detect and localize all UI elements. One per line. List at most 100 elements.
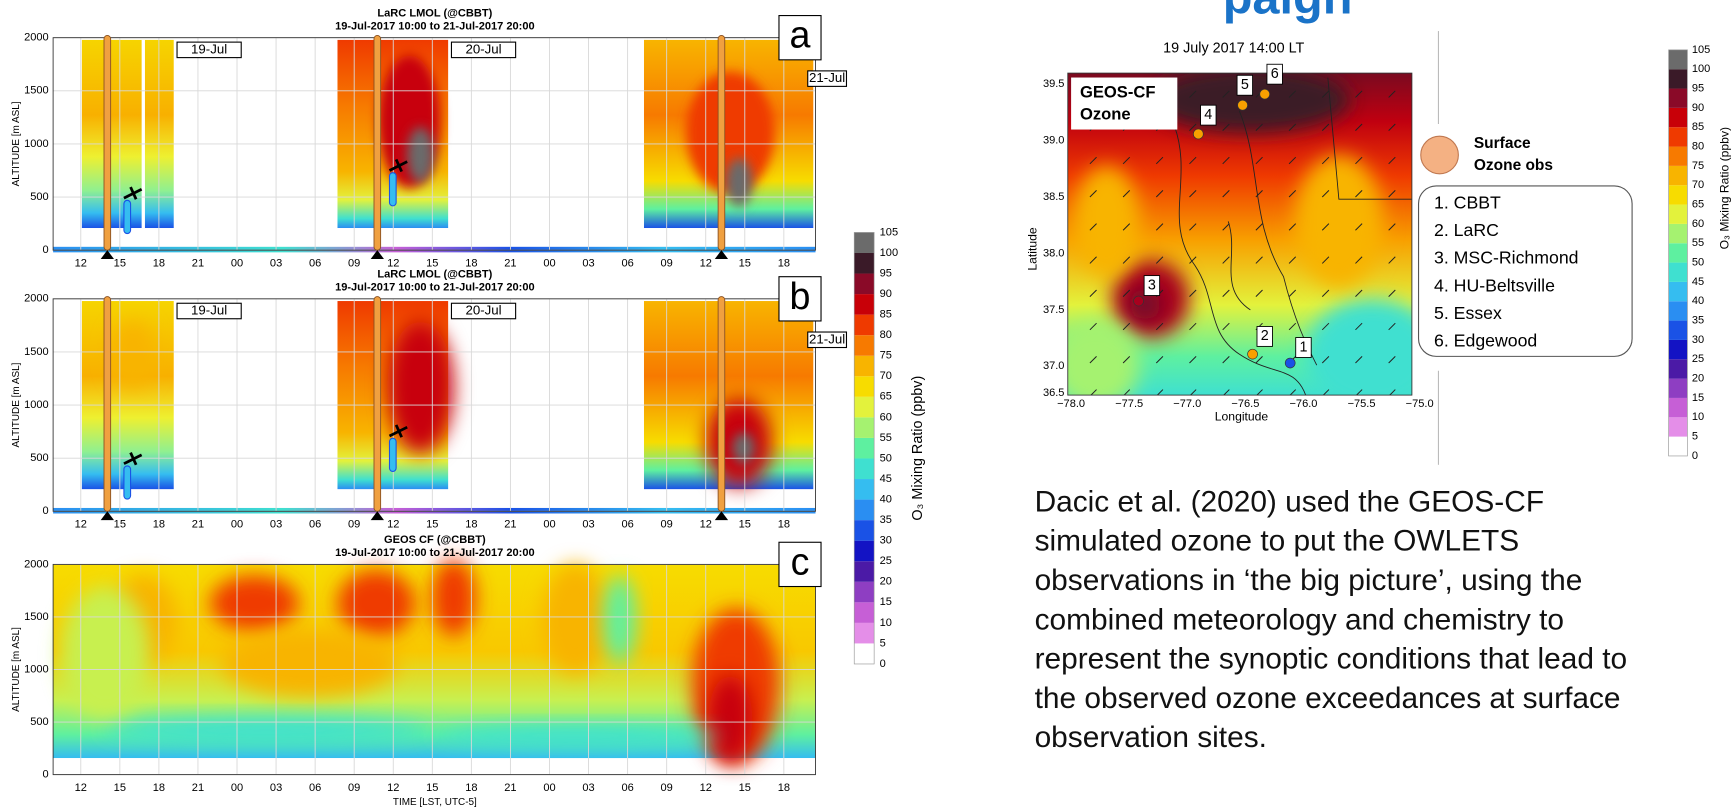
colorbar-cell xyxy=(1668,204,1688,224)
lat-tick-label: 37.0 xyxy=(1043,360,1065,372)
wind-arrow xyxy=(1089,356,1097,364)
day-label: 21-Jul xyxy=(809,331,845,346)
wind-arrow xyxy=(1322,389,1330,396)
wind-arrow xyxy=(1355,156,1363,165)
x-tick-label: 15 xyxy=(739,257,751,269)
ozone-blob xyxy=(210,575,299,631)
x-tick-label: 12 xyxy=(700,257,712,269)
paragraph-line: observations in ‘the big picture’, using… xyxy=(1035,564,1583,597)
x-tick-label: 03 xyxy=(582,257,594,269)
ozone-blob xyxy=(732,432,755,464)
site-marker xyxy=(1193,128,1204,140)
site-list-item: 3. MSC-Richmond xyxy=(1434,248,1578,268)
panel-title: LaRC LMOL (@CBBT) xyxy=(377,268,492,280)
map-title: 19 July 2017 14:00 LT xyxy=(1163,41,1304,57)
wind-arrow xyxy=(1388,256,1396,264)
wind-arrow xyxy=(1189,123,1197,131)
x-tick-label: 09 xyxy=(348,257,360,269)
x-tick-label: 03 xyxy=(582,782,594,794)
colorbar-tick-label: 0 xyxy=(1692,450,1698,462)
wind-arrow xyxy=(1388,356,1396,364)
wind-arrow xyxy=(1255,289,1263,297)
wind-arrow xyxy=(1321,90,1330,98)
wind-arrow xyxy=(1288,223,1297,231)
wind-arrow xyxy=(1155,256,1164,264)
day-label: 20-Jul xyxy=(465,41,501,56)
x-tick-label: 03 xyxy=(270,257,282,269)
y-axis-label: ALTITUDE [m ASL] xyxy=(11,101,22,186)
site-label: 6 xyxy=(1271,66,1279,82)
site-label: 1 xyxy=(1299,339,1307,355)
wind-arrow xyxy=(1255,123,1263,131)
wind-arrow xyxy=(1355,356,1363,364)
colorbar-cell xyxy=(1668,262,1688,282)
launch-marker xyxy=(370,511,384,521)
wind-arrow xyxy=(1122,190,1131,198)
x-tick-label: 00 xyxy=(543,257,555,269)
wind-arrow xyxy=(1122,256,1131,264)
colorbar-cell xyxy=(854,643,875,664)
wind-arrow xyxy=(1189,190,1197,198)
x-tick-label: 06 xyxy=(621,518,633,530)
site-label: 2 xyxy=(1261,328,1269,344)
ozone-blob xyxy=(431,724,720,747)
colorbar-tick-label: 5 xyxy=(1692,431,1698,443)
paragraph-line: simulated ozone to put the OWLETS xyxy=(1035,525,1520,558)
launch-marker xyxy=(714,511,729,521)
y-tick-label: 0 xyxy=(43,769,49,781)
wind-arrow xyxy=(1288,289,1297,297)
colorbar-tick-label: 45 xyxy=(1692,276,1704,288)
wind-arrow xyxy=(1089,156,1097,165)
wind-arrow xyxy=(1388,289,1396,297)
colorbar-cell xyxy=(1668,223,1688,244)
ozone-blob xyxy=(337,569,415,637)
ozone-blob xyxy=(603,575,637,664)
wind-arrow xyxy=(1189,156,1197,165)
wind-arrow xyxy=(1388,223,1396,231)
ozone-field xyxy=(53,39,816,253)
colorbar-tick-label: 75 xyxy=(880,350,892,362)
x-tick-label: 00 xyxy=(543,782,555,794)
wind-arrow xyxy=(1155,190,1164,198)
colorbar-cell xyxy=(854,581,875,603)
x-tick-label: 15 xyxy=(426,257,438,269)
ozone-blob xyxy=(407,127,434,183)
site-list-item: 5. Essex xyxy=(1434,303,1502,323)
colorbar-cell xyxy=(854,335,875,356)
x-tick-label: 18 xyxy=(153,518,165,530)
x-tick-label: 18 xyxy=(465,257,477,269)
site-label-box xyxy=(1200,104,1217,126)
x-tick-label: 15 xyxy=(739,782,751,794)
x-tick-label: 21 xyxy=(504,518,516,530)
x-tick-label: 12 xyxy=(387,782,399,794)
site-list-box xyxy=(1417,185,1633,357)
x-tick-label: 12 xyxy=(700,782,712,794)
wind-arrow xyxy=(1156,389,1164,396)
wind-arrow xyxy=(1321,156,1330,165)
plot-frame xyxy=(52,37,816,251)
wind-arrow xyxy=(1123,389,1131,396)
site-list-item: 4. HU-Beltsville xyxy=(1434,275,1555,295)
x-tick-label: 15 xyxy=(114,782,126,794)
ozone-blob xyxy=(60,586,150,720)
panel-subtitle: 19-Jul-2017 10:00 to 21-Jul-2017 20:00 xyxy=(335,547,535,559)
profile-rod xyxy=(373,296,382,512)
colorbar-tick-label: 20 xyxy=(880,576,892,588)
map-label-box xyxy=(1071,77,1178,130)
profile-track xyxy=(388,437,397,472)
x-tick-label: 21 xyxy=(504,257,516,269)
x-tick-label: 03 xyxy=(270,782,282,794)
wind-arrow xyxy=(1223,389,1230,396)
lon-tick-label: −76.0 xyxy=(1289,398,1317,410)
wind-arrow xyxy=(1256,389,1263,396)
panel-letter: c xyxy=(791,540,810,582)
site-label: 5 xyxy=(1241,77,1249,93)
colorbar-cell xyxy=(854,458,875,480)
ozone-field xyxy=(53,558,816,764)
launch-marker xyxy=(100,511,114,521)
surface-strip xyxy=(53,507,816,514)
colorbar-tick-label: 20 xyxy=(1692,373,1704,385)
colorbar-cell xyxy=(1668,378,1688,398)
wind-arrow xyxy=(1122,322,1131,331)
